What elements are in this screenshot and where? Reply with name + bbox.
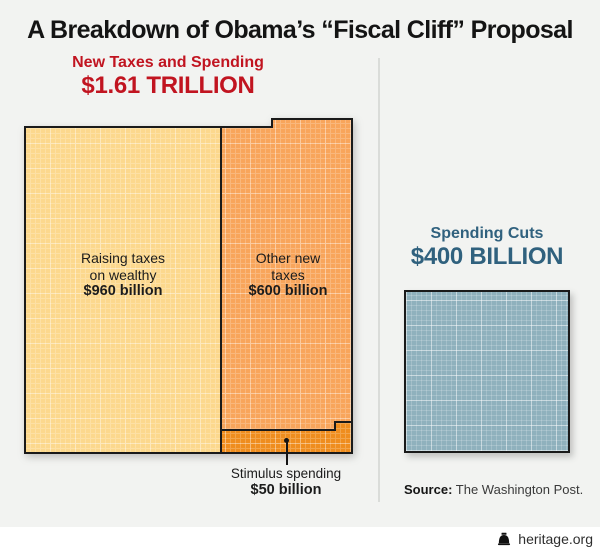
other-taxes-label: Other new taxes $600 billion [229, 250, 347, 300]
stimulus-line1: Stimulus spending [230, 466, 342, 481]
area-raising-taxes-grid [25, 127, 221, 453]
spending-cuts-amount: $400 BILLION [410, 243, 564, 270]
brand-text: heritage.org [518, 531, 593, 547]
spending-cuts-label: Spending Cuts [430, 225, 544, 242]
liberty-bell-icon [498, 532, 511, 545]
area-other-new-taxes-grid [221, 119, 352, 430]
raising-taxes-line2: on wealthy [89, 266, 157, 283]
other-taxes-line2: taxes [271, 266, 305, 283]
spending-cuts-area [404, 290, 570, 453]
raising-taxes-line1: Raising taxes [80, 250, 166, 266]
other-taxes-value: $600 billion [248, 283, 328, 299]
source-prefix: Source: [404, 482, 453, 497]
outline-stimulus-spending [220, 421, 353, 454]
new-taxes-header: New Taxes and Spending $1.61 TRILLION [0, 53, 336, 99]
card-background: A Breakdown of Obama’s “Fiscal Cliff” Pr… [0, 0, 600, 527]
heritage-brand[interactable]: heritage.org [496, 529, 593, 549]
stimulus-callout-line [286, 441, 288, 465]
raising-taxes-label: Raising taxes on wealthy $960 billion [33, 250, 213, 300]
spending-cuts-header: Spending Cuts $400 BILLION [397, 224, 577, 270]
new-taxes-label: New Taxes and Spending [72, 54, 264, 71]
other-taxes-line1: Other new [255, 250, 321, 266]
new-taxes-area-chart [24, 118, 353, 454]
source-credit: Source: The Washington Post. [404, 482, 583, 497]
page-title: A Breakdown of Obama’s “Fiscal Cliff” Pr… [27, 16, 573, 44]
new-taxes-amount: $1.61 TRILLION [81, 72, 255, 99]
source-text: The Washington Post. [452, 482, 584, 497]
stimulus-value: $50 billion [250, 482, 322, 498]
area-stimulus-spending-grid [221, 422, 352, 453]
raising-taxes-value: $960 billion [83, 283, 163, 299]
stimulus-callout-dot [284, 438, 289, 443]
stimulus-label: Stimulus spending $50 billion [196, 466, 376, 498]
vertical-divider [378, 58, 380, 502]
